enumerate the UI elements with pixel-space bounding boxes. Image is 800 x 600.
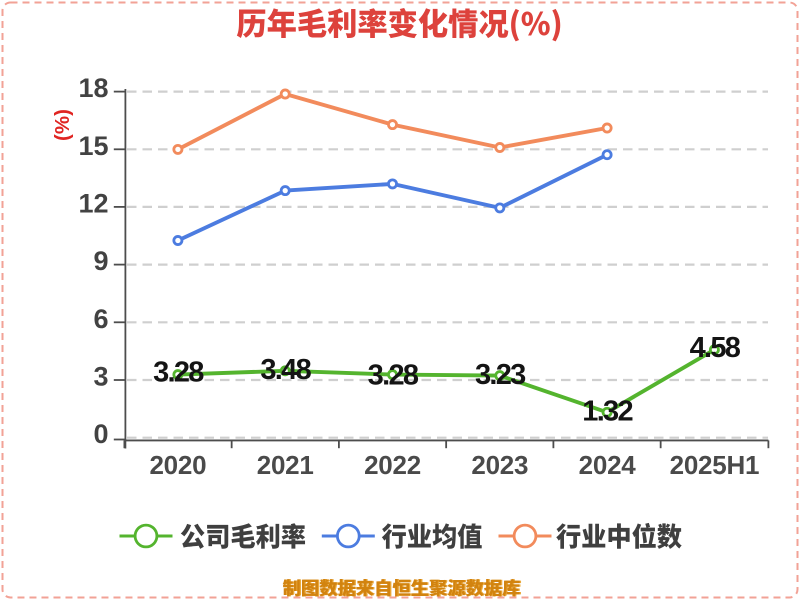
svg-text:15: 15 xyxy=(78,131,108,161)
svg-text:3.48: 3.48 xyxy=(260,354,311,386)
svg-text:3: 3 xyxy=(93,362,108,392)
svg-text:2021: 2021 xyxy=(257,450,314,480)
svg-text:1.32: 1.32 xyxy=(582,396,632,428)
svg-text:3.28: 3.28 xyxy=(153,356,204,388)
svg-text:2023: 2023 xyxy=(471,450,528,480)
svg-text:12: 12 xyxy=(78,188,108,218)
svg-text:4.58: 4.58 xyxy=(690,332,741,364)
svg-text:0: 0 xyxy=(93,419,108,449)
svg-text:6: 6 xyxy=(93,304,108,334)
svg-text:(%): (%) xyxy=(51,109,74,141)
svg-text:2022: 2022 xyxy=(364,450,421,480)
svg-text:3.28: 3.28 xyxy=(368,359,419,391)
svg-text:2025H1: 2025H1 xyxy=(670,450,760,480)
svg-text:2020: 2020 xyxy=(149,450,206,480)
svg-text:2024: 2024 xyxy=(579,450,637,480)
svg-text:18: 18 xyxy=(78,73,108,103)
svg-text:3.23: 3.23 xyxy=(475,359,526,391)
svg-text:9: 9 xyxy=(93,246,108,276)
